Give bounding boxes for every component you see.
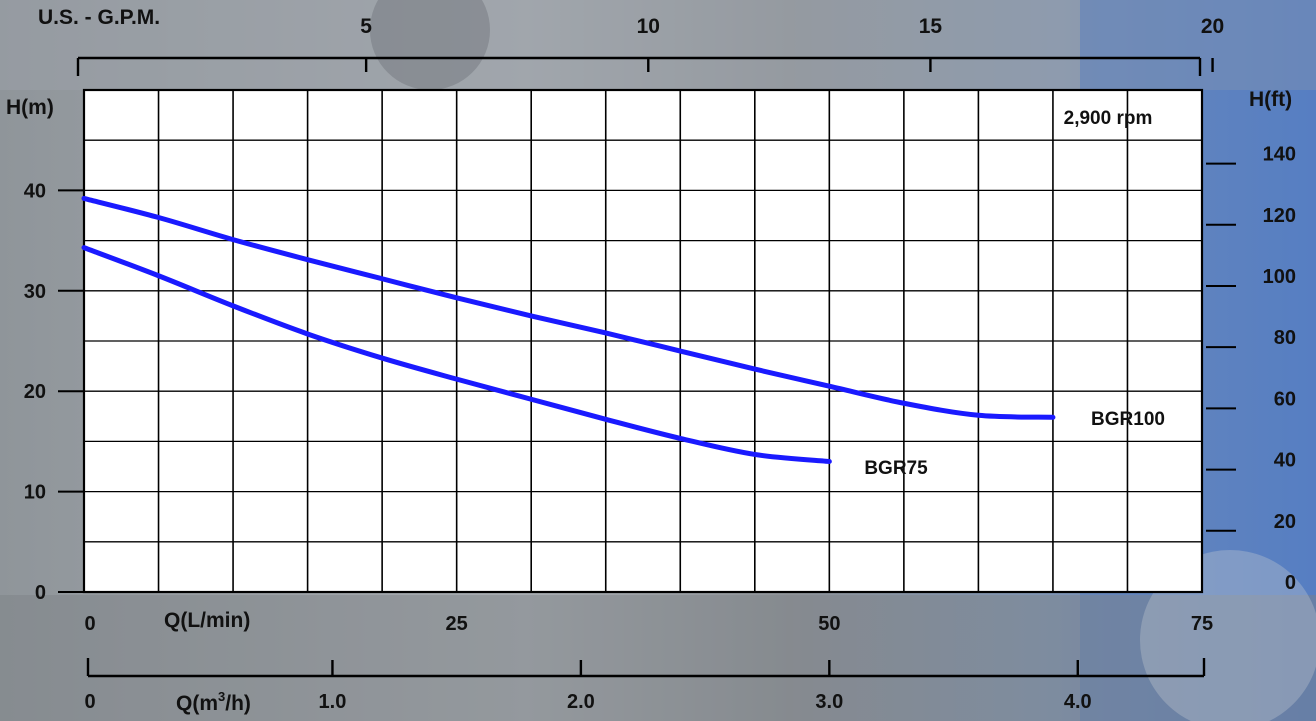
y-left-axis-label: H(m)	[6, 96, 54, 119]
x-bottom-tick-label: 4.0	[1064, 691, 1092, 713]
x-bottom-axis-label: Q(m3/h)	[176, 689, 251, 715]
y-right-tick-label: 20	[1274, 511, 1296, 533]
x-main-tick-label: 25	[446, 613, 468, 635]
y-right-tick-label: 100	[1263, 266, 1296, 288]
x-bottom-tick-label: 1.0	[319, 691, 347, 713]
x-main-tick-label: 75	[1191, 613, 1213, 635]
y-right-tick-label: 0	[1285, 572, 1296, 594]
x-main-axis-label: Q(L/min)	[164, 609, 250, 632]
rpm-annotation: 2,900 rpm	[1064, 108, 1153, 129]
x-top-tick-label: 5	[360, 15, 372, 38]
series-line-bgr75	[81, 245, 832, 464]
x-bottom-tick-label: 2.0	[567, 691, 595, 713]
y-right-tick-label: 140	[1263, 144, 1296, 166]
y-right-tick-label: 40	[1274, 450, 1296, 472]
x-top-tick-label: 10	[637, 15, 660, 38]
y-right-axis-label: H(ft)	[1249, 88, 1292, 111]
plot-frame	[82, 88, 1204, 594]
y-right-tick-label: 60	[1274, 388, 1296, 410]
plot-area: 0 10 20 30 40 H(m) 0 20 40 60 80 100 120 140 H(ft) 5 10 1…	[6, 6, 1296, 715]
x-main-tick-label: 50	[818, 613, 840, 635]
series-label-bgr100: BGR100	[1091, 409, 1165, 430]
x-top-tick-label: 15	[919, 15, 943, 38]
y-left-tick-label: 40	[24, 180, 46, 202]
y-right-tick-label: 120	[1263, 205, 1296, 227]
x-bottom-tick-label: 3.0	[815, 691, 843, 713]
y-left-tick-label: 20	[24, 381, 46, 403]
y-left-tick-label: 0	[35, 582, 46, 604]
x-bottom-tick-label: 0	[84, 691, 95, 713]
y-left-tick-label: 10	[24, 482, 46, 504]
x-top-axis-label: U.S. - G.P.M.	[38, 6, 160, 29]
series-line-bgr100	[81, 195, 1056, 420]
x-main-tick-label: 0	[84, 613, 95, 635]
x-top-tick-label: 20	[1201, 15, 1224, 38]
series-label-bgr75: BGR75	[864, 458, 928, 479]
y-left-tick-label: 30	[24, 281, 46, 303]
y-right-tick-label: 80	[1274, 327, 1296, 349]
